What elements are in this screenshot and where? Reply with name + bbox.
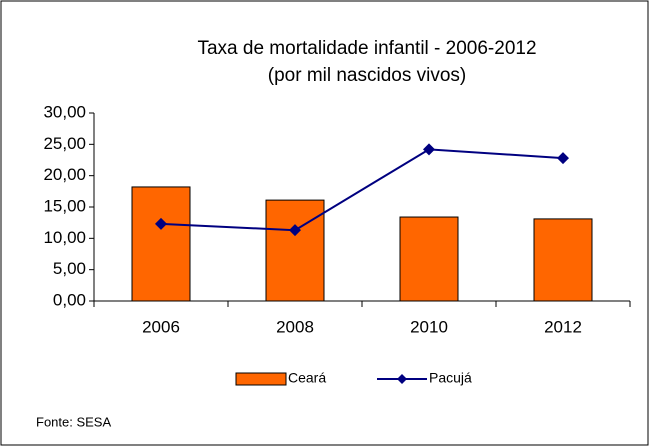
x-tick-label: 2012 [544,317,582,336]
marker [155,217,167,230]
bar [131,186,191,302]
marker [289,224,301,237]
x-tick-label: 2010 [410,317,448,336]
y-tick-label: 25,00 [43,134,86,153]
y-tick-label: 30,00 [43,102,86,121]
legend-marker [397,374,407,384]
bar [265,199,325,302]
chart-subtitle: (por mil nascidos vivos) [268,65,467,86]
chart-title: Taxa de mortalidade infantil - 2006-2012 [197,38,536,59]
source-note: Fonte: SESA [36,414,111,429]
bar [533,218,593,302]
y-tick-label: 20,00 [43,165,86,184]
bar [399,216,459,302]
legend-label: Pacujá [429,370,472,386]
marker [423,143,435,156]
y-tick-label: 10,00 [43,228,86,247]
x-tick-label: 2006 [142,317,180,336]
legend-label: Ceará [288,370,326,386]
legend-swatch [235,372,287,386]
marker [557,152,569,165]
y-tick-label: 5,00 [53,259,86,278]
x-tick-label: 2008 [276,317,314,336]
y-tick-label: 0,00 [53,290,86,309]
y-tick-label: 15,00 [43,196,86,215]
line [160,148,564,232]
